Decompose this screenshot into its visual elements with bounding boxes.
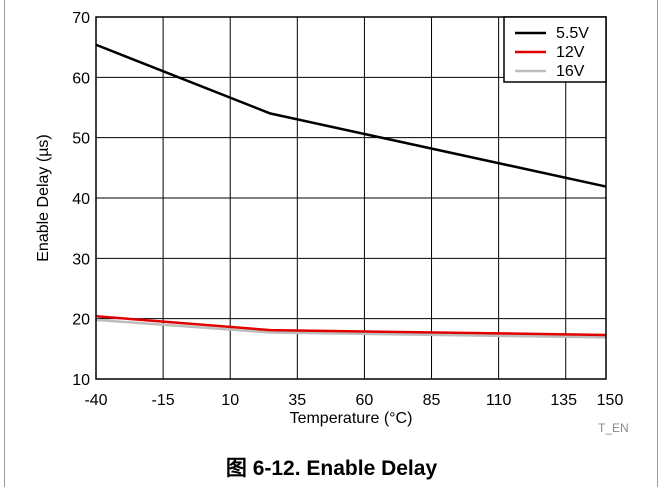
figure-caption: 图 6-12. Enable Delay bbox=[225, 457, 438, 480]
x-axis-label: Temperature (°C) bbox=[290, 410, 413, 427]
x-tick-label: 135 bbox=[550, 392, 577, 409]
legend-label: 16V bbox=[556, 63, 585, 80]
y-tick-labels: 10 20 30 40 50 60 70 bbox=[72, 10, 90, 389]
x-tick-label: 60 bbox=[356, 392, 374, 409]
y-tick-label: 60 bbox=[72, 70, 90, 87]
x-tick-label: -40 bbox=[84, 392, 107, 409]
frame-right-border bbox=[657, 0, 658, 487]
x-tick-label: 35 bbox=[288, 392, 306, 409]
legend-label: 5.5V bbox=[556, 25, 589, 42]
x-tick-label: 10 bbox=[221, 392, 239, 409]
x-tick-label: 110 bbox=[486, 392, 512, 409]
legend-label: 12V bbox=[556, 44, 585, 61]
series-lines bbox=[95, 43, 607, 339]
y-tick-label: 50 bbox=[72, 131, 90, 148]
x-tick-label: 85 bbox=[423, 392, 441, 409]
enable-delay-chart: -40 -15 10 35 60 85 110 135 150 10 20 30 40 50 60 70 T… bbox=[35, 10, 629, 435]
series-line-16v bbox=[95, 318, 607, 339]
x-tick-label: 150 bbox=[597, 392, 624, 409]
x-tick-labels: -40 -15 10 35 60 85 110 135 150 bbox=[84, 392, 623, 409]
x-tick-label: -15 bbox=[152, 392, 175, 409]
frame-left-border bbox=[4, 0, 5, 487]
figure-id-watermark: T_EN bbox=[598, 421, 629, 435]
series-line-12v bbox=[95, 315, 607, 337]
y-tick-label: 40 bbox=[72, 191, 90, 208]
plot-area-border bbox=[95, 16, 607, 380]
y-tick-label: 70 bbox=[72, 10, 90, 27]
y-tick-label: 20 bbox=[72, 312, 90, 329]
y-tick-label: 30 bbox=[72, 251, 90, 268]
y-tick-label: 10 bbox=[72, 372, 90, 389]
legend: 5.5V 12V 16V bbox=[503, 16, 607, 83]
series-line-5-5v bbox=[95, 43, 607, 188]
y-axis-label: Enable Delay (µs) bbox=[35, 134, 52, 262]
